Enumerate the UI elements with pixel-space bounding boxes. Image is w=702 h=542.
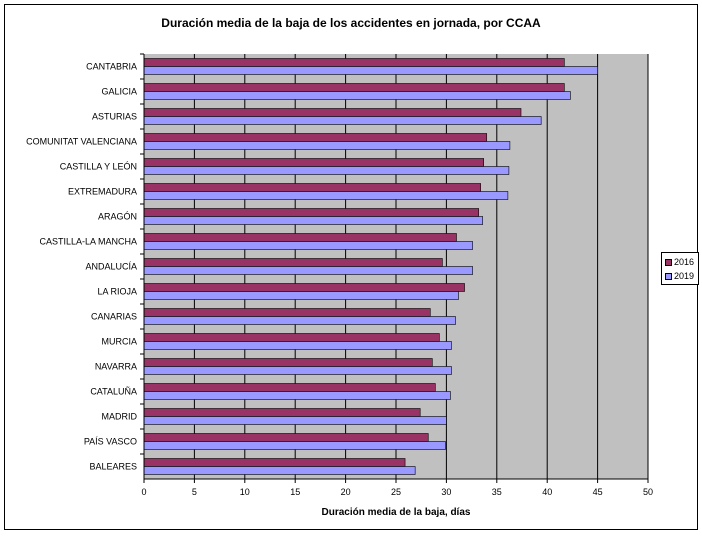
bar-2019-4: [143, 166, 510, 175]
category-label-10: CANARIAS: [91, 312, 137, 322]
bar-2019-14: [143, 416, 447, 425]
bar-2016-8: [143, 258, 443, 267]
x-tick-label-50: 50: [643, 487, 653, 497]
legend-label-2016: 2016: [674, 257, 695, 267]
category-label-1: GALICIA: [101, 87, 137, 97]
bar-2016-10: [143, 308, 431, 317]
bar-2016-16: [143, 458, 406, 467]
x-tick-label-20: 20: [341, 487, 351, 497]
bar-2016-6: [143, 208, 479, 217]
bar-2016-4: [143, 158, 484, 167]
bar-2016-14: [143, 408, 421, 417]
category-label-6: ARAGÓN: [98, 212, 137, 222]
x-tick-label-10: 10: [240, 487, 250, 497]
bar-2016-1: [143, 83, 565, 92]
category-label-12: NAVARRA: [95, 362, 137, 372]
category-label-14: MADRID: [102, 412, 138, 422]
bar-2019-15: [143, 441, 446, 450]
category-label-11: MURCIA: [102, 337, 138, 347]
bar-2019-9: [143, 291, 459, 300]
bar-2016-12: [143, 358, 433, 367]
bar-2019-2: [143, 116, 542, 125]
category-label-16: BALEARES: [89, 462, 137, 472]
x-axis-title: Duración media de la baja, días: [321, 507, 471, 518]
bar-2019-0: [143, 66, 598, 75]
bar-2019-8: [143, 266, 473, 275]
legend-swatch-2016: [665, 258, 672, 266]
category-label-2: ASTURIAS: [92, 112, 137, 122]
x-tick-label-40: 40: [542, 487, 552, 497]
x-tick-label-30: 30: [441, 487, 451, 497]
legend-item-2016: 2016: [665, 256, 694, 268]
category-label-4: CASTILLA Y LEÓN: [60, 162, 137, 172]
legend-label-2019: 2019: [674, 271, 695, 281]
legend-item-2019: 2019: [665, 270, 694, 282]
category-label-8: ANDALUCÍA: [85, 262, 137, 272]
bar-2019-10: [143, 316, 456, 325]
x-tick-label-35: 35: [492, 487, 502, 497]
bar-2019-5: [143, 191, 509, 200]
bar-2016-9: [143, 283, 465, 292]
chart-title: Duración media de la baja de los acciden…: [161, 16, 541, 30]
category-label-7: CASTILLA-LA MANCHA: [39, 237, 137, 247]
bar-2016-2: [143, 108, 522, 117]
bar-2016-7: [143, 233, 457, 242]
bar-2019-16: [143, 466, 416, 475]
x-tick-label-0: 0: [141, 487, 146, 497]
category-label-0: CANTABRIA: [86, 62, 137, 72]
bar-2016-5: [143, 183, 481, 192]
bar-2016-11: [143, 333, 440, 342]
bar-2019-6: [143, 216, 483, 225]
category-label-5: EXTREMADURA: [68, 187, 137, 197]
category-label-15: PAÍS VASCO: [84, 437, 137, 447]
bar-2019-12: [143, 366, 452, 375]
category-label-3: COMUNITAT VALENCIANA: [26, 137, 137, 147]
bar-2019-7: [143, 241, 473, 250]
bar-2016-13: [143, 383, 436, 392]
bar-2019-1: [143, 91, 571, 100]
category-label-9: LA RIOJA: [97, 287, 137, 297]
x-tick-label-45: 45: [593, 487, 603, 497]
x-tick-label-5: 5: [192, 487, 197, 497]
x-tick-label-15: 15: [290, 487, 300, 497]
bar-2016-3: [143, 133, 488, 142]
bar-2019-3: [143, 141, 511, 150]
category-label-13: CATALUÑA: [90, 387, 137, 397]
legend: 2016 2019: [661, 252, 699, 285]
bar-2016-15: [143, 433, 429, 442]
bar-2019-11: [143, 341, 452, 350]
legend-swatch-2019: [665, 272, 672, 280]
bar-2016-0: [143, 58, 565, 67]
bar-2019-13: [143, 391, 451, 400]
x-tick-label-25: 25: [391, 487, 401, 497]
